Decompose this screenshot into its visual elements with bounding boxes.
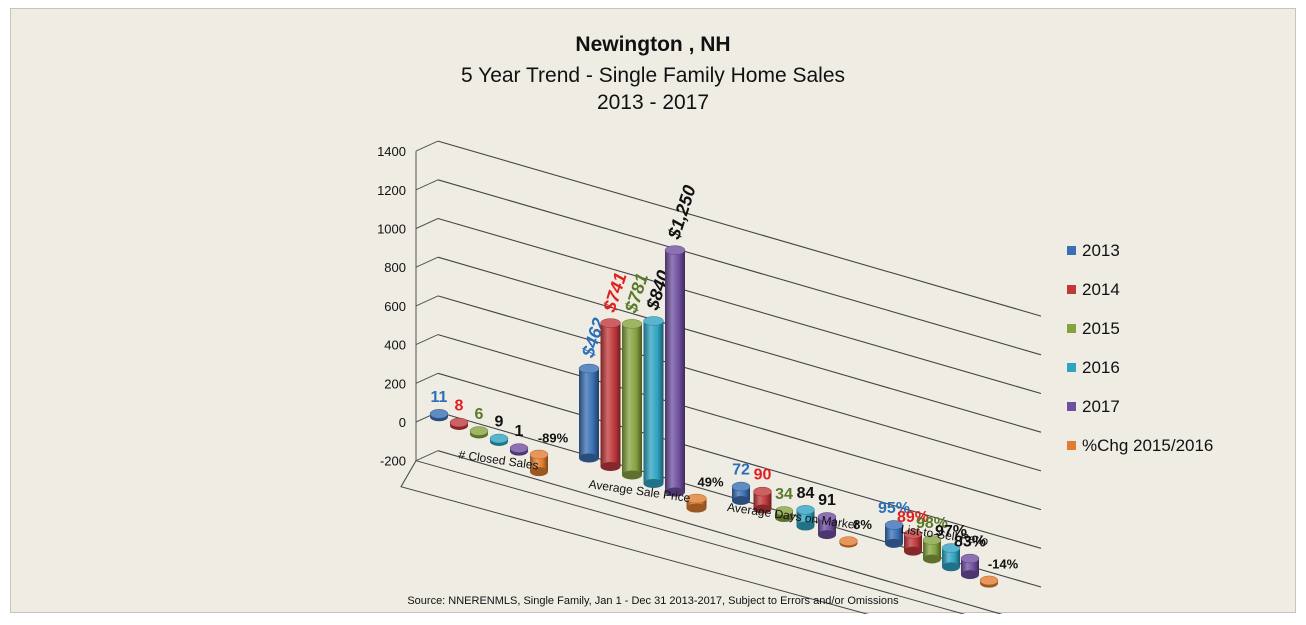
bar-2016-3 xyxy=(941,543,961,572)
bar-2013-0 xyxy=(429,409,449,422)
y-tick-label: -200 xyxy=(380,454,406,469)
legend-item: 2016 xyxy=(1067,358,1213,397)
chart-year-range: 2013 - 2017 xyxy=(596,91,710,114)
source-note: Source: NNERENMLS, Single Family, Jan 1 … xyxy=(407,595,899,607)
bar--chg-2015-2016-3 xyxy=(979,575,999,588)
bar--chg-2015-2016-0 xyxy=(529,449,549,477)
data-label: 98% xyxy=(916,515,948,532)
legend-swatch xyxy=(1067,441,1076,450)
data-label: 8 xyxy=(455,397,464,414)
chart-title: Newington , NH xyxy=(575,33,731,56)
chart-subtitle: 5 Year Trend - Single Family Home Sales xyxy=(460,64,846,87)
data-label: 83% xyxy=(954,534,986,551)
legend-swatch xyxy=(1067,363,1076,372)
chart-frame: Newington , NH 5 Year Trend - Single Fam… xyxy=(10,8,1296,614)
legend-item: 2014 xyxy=(1067,280,1213,319)
bar-2017-1 xyxy=(664,245,686,497)
data-label: 34 xyxy=(775,486,793,503)
legend-label: 2014 xyxy=(1082,280,1120,299)
bar-2014-3 xyxy=(903,529,923,556)
bar-2015-3 xyxy=(922,535,942,564)
data-label: 9 xyxy=(495,413,504,430)
bar-2014-1 xyxy=(600,318,621,471)
legend-label: 2017 xyxy=(1082,397,1120,416)
bar--chg-2015-2016-1 xyxy=(686,493,707,513)
bar-2017-3 xyxy=(960,553,980,580)
bar--chg-2015-2016-2 xyxy=(839,536,858,548)
legend-swatch xyxy=(1067,402,1076,411)
category-label: Average Days on Market xyxy=(726,500,859,532)
legend-label: 2016 xyxy=(1082,358,1120,377)
bar-2015-2 xyxy=(774,506,794,523)
data-label: 6 xyxy=(475,406,484,423)
data-label: 90 xyxy=(754,467,772,484)
bar-2014-2 xyxy=(753,486,772,514)
y-tick-label: 600 xyxy=(384,299,406,314)
y-tick-label: 1400 xyxy=(377,144,406,159)
data-label: 49% xyxy=(697,475,723,490)
legend-swatch xyxy=(1067,246,1076,255)
data-label: 72 xyxy=(732,462,750,479)
y-tick-label: 1200 xyxy=(377,183,406,198)
data-label: 8% xyxy=(853,517,872,532)
bar-2014-0 xyxy=(449,417,469,430)
y-tick-label: 1000 xyxy=(377,222,406,237)
data-label: 95% xyxy=(878,500,910,517)
data-label: 11 xyxy=(431,389,448,406)
legend: 2013 2014 2015 2016 2017 %Chg 2015/2016 xyxy=(1067,241,1213,475)
legend-item: 2017 xyxy=(1067,397,1213,436)
legend-item: 2015 xyxy=(1067,319,1213,358)
bar-2016-2 xyxy=(796,505,815,531)
data-label: -14% xyxy=(988,556,1019,571)
legend-item: 2013 xyxy=(1067,241,1213,280)
data-label: -89% xyxy=(538,430,569,445)
bar-2016-0 xyxy=(489,433,509,446)
y-tick-label: 400 xyxy=(384,338,406,353)
legend-label: %Chg 2015/2016 xyxy=(1082,436,1214,455)
legend-swatch xyxy=(1067,324,1076,333)
y-tick-label: 0 xyxy=(399,415,406,430)
legend-label: 2015 xyxy=(1082,319,1120,338)
legend-item: %Chg 2015/2016 xyxy=(1067,436,1213,475)
y-tick-label: 800 xyxy=(384,260,406,275)
data-label: 91 xyxy=(818,492,836,509)
bar-2013-3 xyxy=(884,520,904,548)
legend-swatch xyxy=(1067,285,1076,294)
bar-2013-1 xyxy=(578,363,600,463)
data-label: 84 xyxy=(797,485,815,502)
legend-label: 2013 xyxy=(1082,241,1120,260)
bar-2013-2 xyxy=(731,481,751,505)
data-label: 97% xyxy=(935,523,967,540)
bar-2016-1 xyxy=(643,316,664,488)
bar-2015-1 xyxy=(621,319,643,480)
data-label: $1,250 xyxy=(663,183,699,242)
bar-2017-0 xyxy=(509,443,529,456)
y-tick-label: 200 xyxy=(384,376,406,391)
data-label: 1 xyxy=(515,423,524,440)
bar-2015-0 xyxy=(469,426,489,439)
data-label: 89% xyxy=(897,509,929,526)
bar-2017-2 xyxy=(817,512,837,540)
